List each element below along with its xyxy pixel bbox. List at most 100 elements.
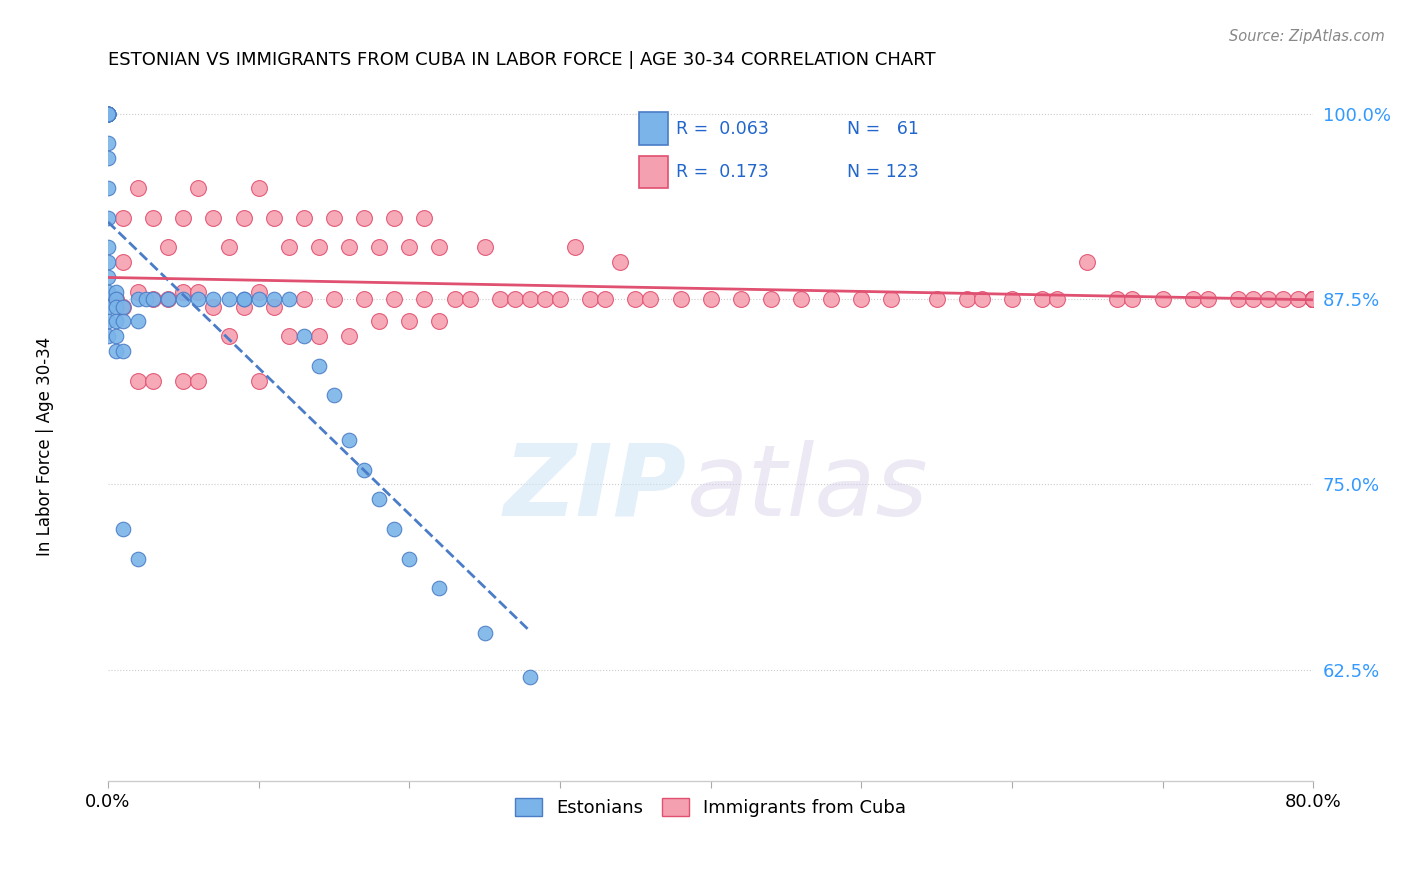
Point (1302, 292, 1324, 306)
Point (519, 670, 541, 684)
Point (429, 581, 451, 595)
Point (820, 292, 842, 306)
Point (1302, 292, 1324, 306)
Point (398, 314, 420, 328)
Point (548, 292, 571, 306)
Point (1302, 292, 1324, 306)
Point (1302, 292, 1324, 306)
Point (1302, 292, 1324, 306)
Point (593, 292, 616, 306)
Point (503, 292, 526, 306)
Point (127, 292, 149, 306)
Point (172, 211, 194, 225)
Point (1302, 292, 1324, 306)
Point (488, 292, 510, 306)
Point (157, 292, 180, 306)
Point (1302, 292, 1324, 306)
Point (323, 388, 346, 402)
Point (97, 107, 120, 121)
Point (1302, 292, 1324, 306)
Point (474, 625, 496, 640)
Point (1302, 292, 1324, 306)
Point (127, 285, 149, 299)
Point (135, 292, 157, 306)
Point (308, 359, 330, 373)
Point (353, 211, 375, 225)
Point (232, 211, 254, 225)
Point (337, 433, 360, 447)
Point (97, 240, 120, 254)
Point (104, 300, 127, 314)
Point (1076, 255, 1098, 269)
Point (730, 292, 752, 306)
Point (1302, 292, 1324, 306)
Point (337, 329, 360, 343)
Point (1107, 292, 1129, 306)
Text: In Labor Force | Age 30-34: In Labor Force | Age 30-34 (37, 336, 53, 556)
Point (1031, 292, 1053, 306)
Point (277, 240, 299, 254)
Point (202, 300, 225, 314)
Point (263, 211, 285, 225)
Point (323, 211, 346, 225)
Point (247, 292, 270, 306)
Point (398, 551, 420, 566)
Point (1302, 292, 1324, 306)
Point (292, 292, 315, 306)
Point (413, 292, 436, 306)
Point (172, 292, 194, 306)
Text: ZIP: ZIP (503, 440, 686, 537)
Point (1302, 292, 1324, 306)
Point (232, 292, 254, 306)
Point (97, 107, 120, 121)
Point (474, 240, 496, 254)
Text: ESTONIAN VS IMMIGRANTS FROM CUBA IN LABOR FORCE | AGE 30-34 CORRELATION CHART: ESTONIAN VS IMMIGRANTS FROM CUBA IN LABO… (108, 51, 935, 69)
Point (1302, 292, 1324, 306)
Point (1181, 292, 1204, 306)
Point (640, 292, 662, 306)
Point (1302, 292, 1324, 306)
Point (104, 329, 127, 343)
Point (127, 551, 149, 566)
Point (172, 285, 194, 299)
Point (97, 107, 120, 121)
Point (104, 344, 127, 359)
Point (353, 462, 375, 476)
Point (97, 107, 120, 121)
Point (1302, 292, 1324, 306)
Point (112, 314, 135, 328)
Point (1257, 292, 1279, 306)
Point (104, 285, 127, 299)
Point (112, 344, 135, 359)
Point (187, 292, 209, 306)
Point (1302, 292, 1324, 306)
Point (97, 300, 120, 314)
Point (1302, 292, 1324, 306)
Point (232, 292, 254, 306)
Point (1121, 292, 1143, 306)
Point (97, 107, 120, 121)
Point (699, 292, 721, 306)
Point (1197, 292, 1219, 306)
Point (368, 492, 391, 507)
Point (443, 292, 465, 306)
Point (127, 181, 149, 195)
Point (202, 292, 225, 306)
Point (97, 107, 120, 121)
Point (157, 240, 180, 254)
Point (1302, 292, 1324, 306)
Point (851, 292, 873, 306)
Point (97, 211, 120, 225)
Point (104, 292, 127, 306)
Point (308, 240, 330, 254)
Point (263, 300, 285, 314)
Point (790, 292, 813, 306)
Point (398, 240, 420, 254)
Point (368, 314, 391, 328)
Point (519, 292, 541, 306)
Point (534, 292, 557, 306)
Point (1302, 292, 1324, 306)
Point (97, 107, 120, 121)
Point (292, 329, 315, 343)
Text: atlas: atlas (686, 440, 928, 537)
